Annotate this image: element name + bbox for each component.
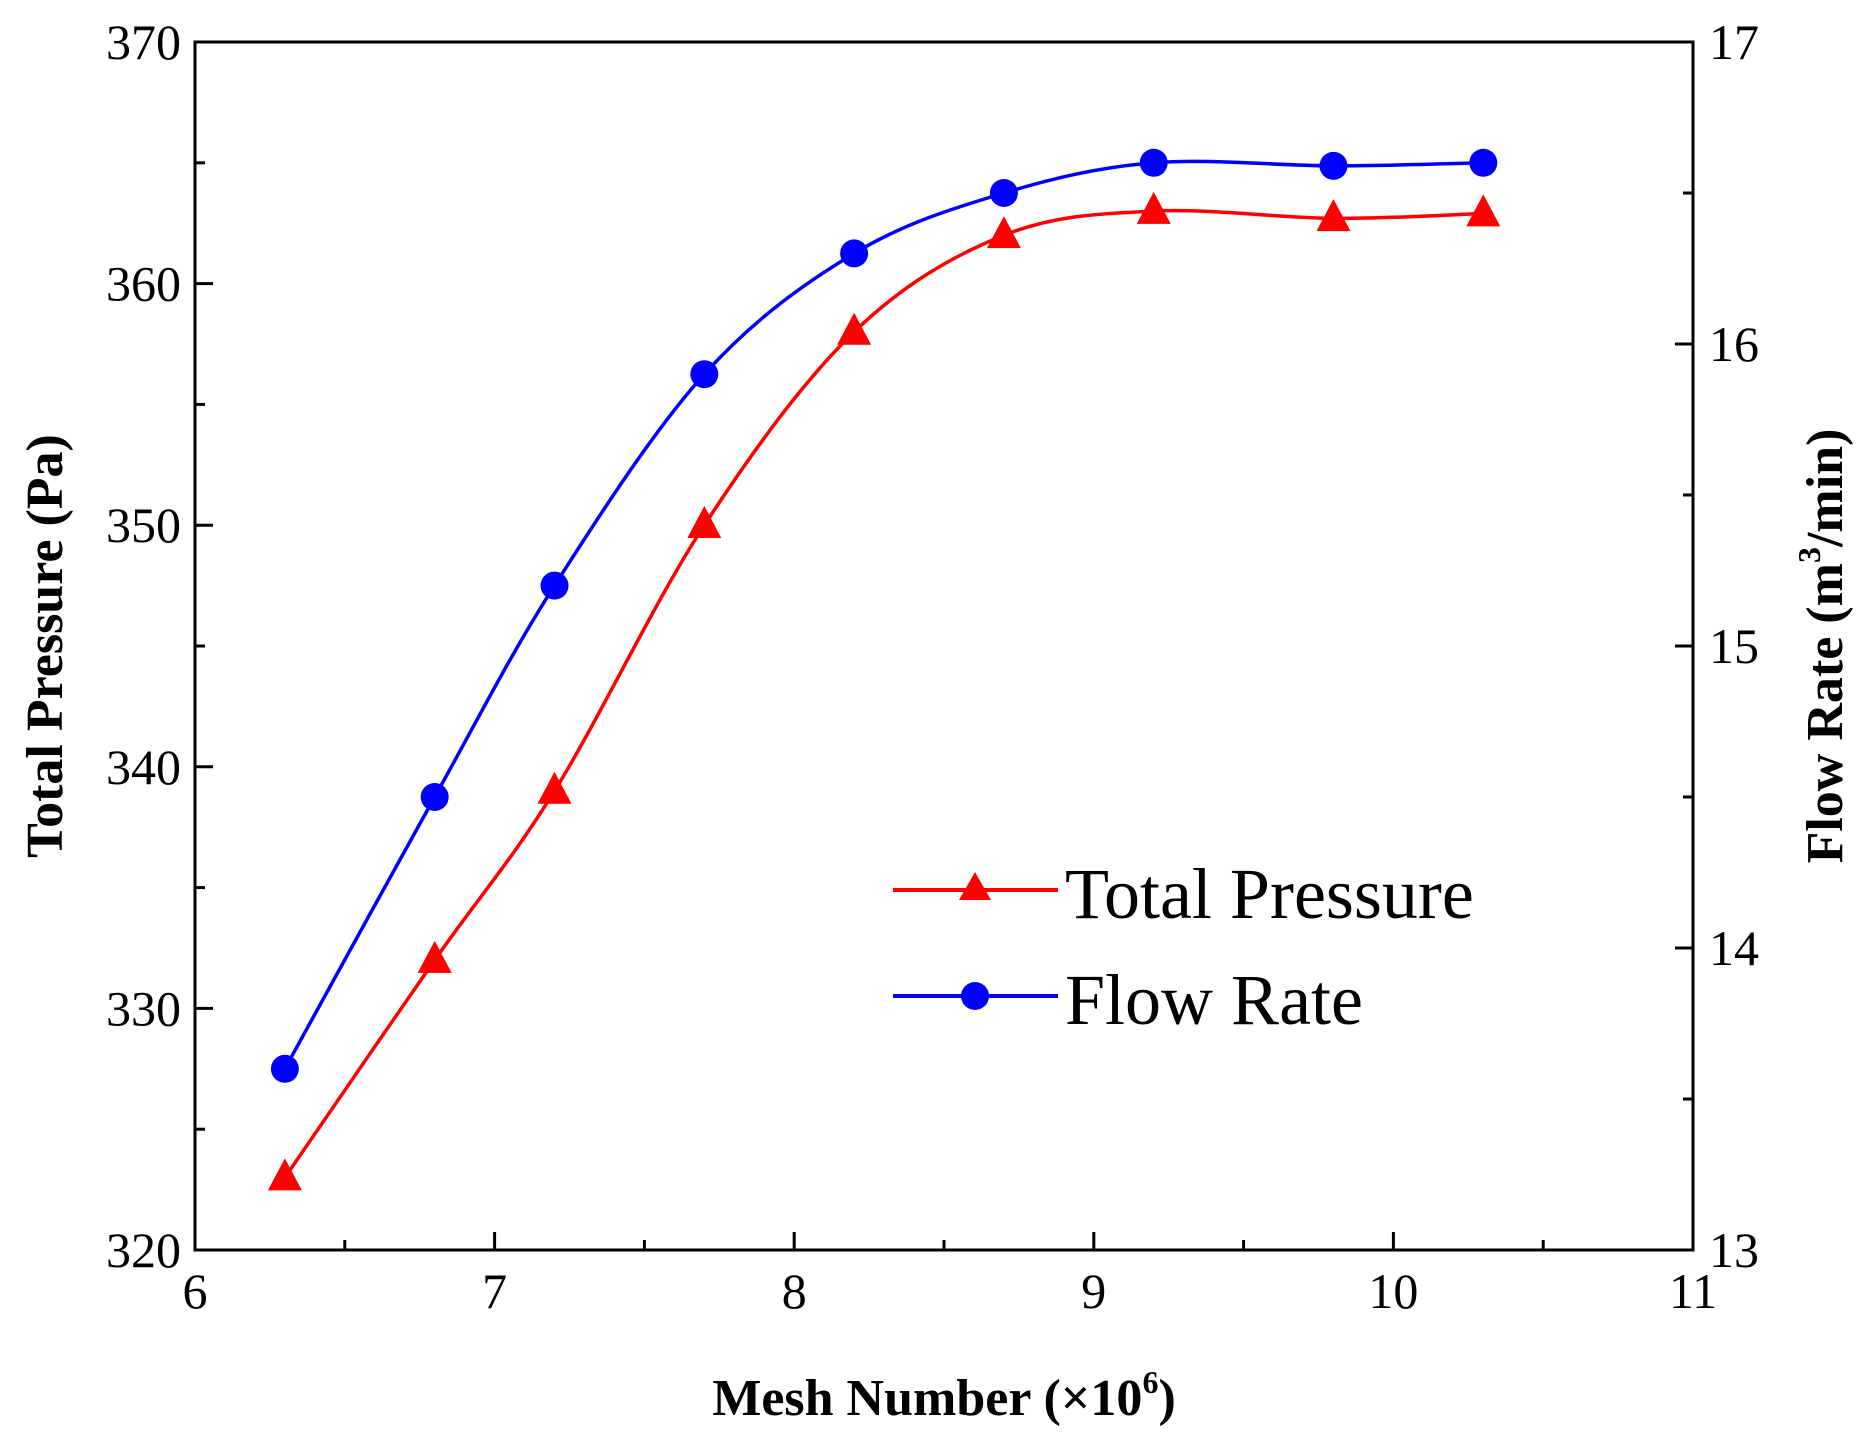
right-y-axis-title: Flow Rate (m3/min)	[1791, 429, 1854, 864]
x-tick-label: 9	[1081, 1263, 1106, 1319]
legend-label-total-pressure: Total Pressure	[1065, 854, 1474, 934]
point-marker-flow-rate	[540, 571, 569, 600]
x-axis-title: Mesh Number (×106)	[712, 1364, 1176, 1427]
left-y-tick-label: 330	[106, 980, 181, 1036]
point-marker-total-pressure	[1466, 194, 1501, 227]
point-marker-total-pressure	[267, 1158, 302, 1191]
point-marker-total-pressure	[837, 312, 872, 345]
legend-label-flow-rate: Flow Rate	[1065, 960, 1363, 1040]
left-y-axis-ticks: 320 330 340 350 360 370	[106, 14, 213, 1278]
right-y-tick-label: 17	[1709, 14, 1759, 70]
legend-marker-total-pressure	[959, 872, 991, 900]
legend-marker-flow-rate	[961, 982, 989, 1010]
right-y-tick-label: 13	[1709, 1222, 1759, 1278]
series-line-flow-rate	[283, 159, 1484, 1070]
right-y-tick-label: 16	[1709, 316, 1759, 372]
point-marker-flow-rate	[989, 179, 1018, 207]
x-tick-label: 7	[482, 1263, 507, 1319]
series-total-pressure	[267, 191, 1501, 1191]
left-y-axis-title: Total Pressure (Pa)	[17, 434, 74, 858]
legend: Total Pressure Flow Rate	[893, 854, 1474, 1040]
point-marker-flow-rate	[1139, 148, 1168, 177]
series-line-total-pressure	[283, 208, 1484, 1179]
left-y-tick-label: 350	[106, 497, 181, 553]
x-tick-label: 11	[1669, 1263, 1717, 1319]
point-marker-flow-rate	[270, 1054, 299, 1083]
left-y-tick-label: 320	[106, 1222, 181, 1278]
point-marker-flow-rate	[1319, 151, 1348, 180]
left-y-tick-label: 340	[106, 739, 181, 795]
point-marker-total-pressure	[986, 216, 1021, 249]
x-axis-ticks: 6 7 8 9 10 11	[183, 1232, 1717, 1319]
right-y-tick-label: 15	[1709, 618, 1759, 674]
point-marker-flow-rate	[690, 360, 719, 389]
series-layer	[267, 148, 1501, 1191]
left-y-tick-label: 360	[106, 256, 181, 312]
x-tick-label: 6	[183, 1263, 208, 1319]
point-marker-total-pressure	[1136, 191, 1171, 224]
point-marker-flow-rate	[840, 239, 869, 268]
point-marker-total-pressure	[687, 506, 722, 538]
point-marker-total-pressure	[417, 940, 452, 973]
point-marker-total-pressure	[537, 771, 572, 804]
x-tick-label: 8	[782, 1263, 807, 1319]
x-tick-label: 10	[1368, 1263, 1418, 1319]
right-y-tick-label: 14	[1709, 920, 1759, 976]
right-y-axis-ticks: 13 14 15 16 17	[1675, 14, 1759, 1278]
point-marker-flow-rate	[420, 783, 449, 811]
point-marker-flow-rate	[1469, 148, 1498, 177]
left-y-tick-label: 370	[106, 14, 181, 70]
series-flow-rate	[270, 148, 1498, 1083]
point-marker-total-pressure	[1316, 199, 1351, 232]
